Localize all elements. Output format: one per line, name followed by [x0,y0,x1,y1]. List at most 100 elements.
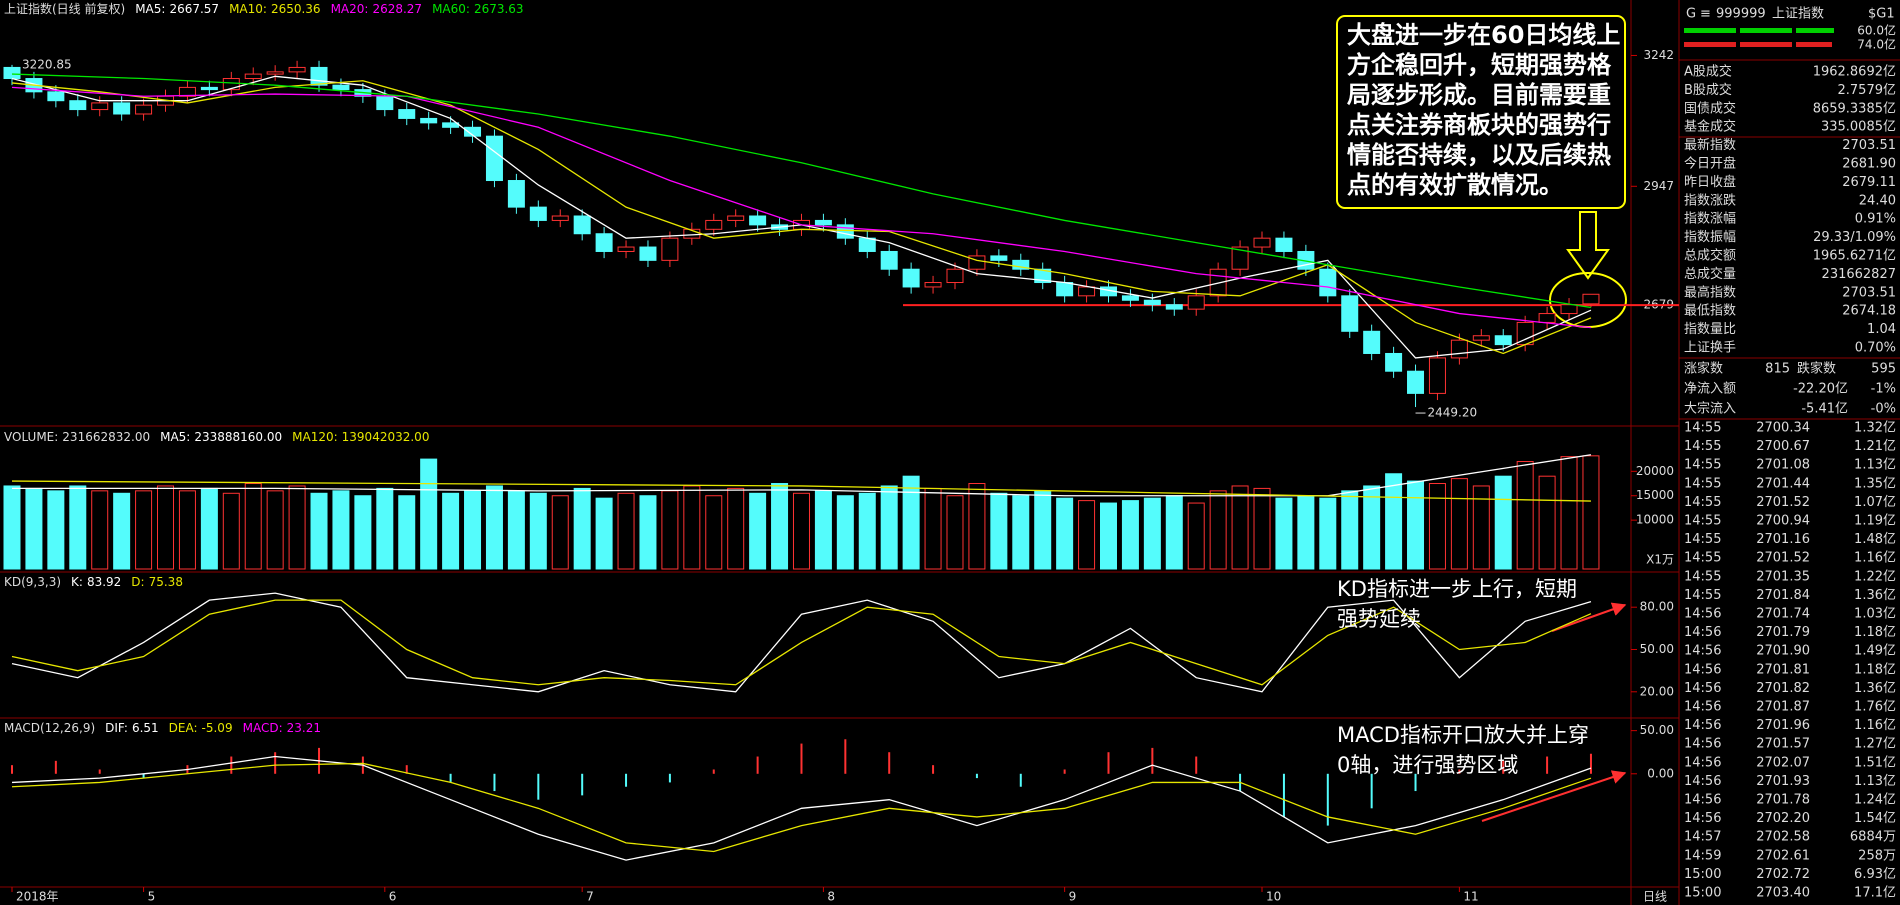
volume-bar [69,485,87,570]
header-item: 上证指数(日线 前复权) [4,1,125,16]
quote-cell: 今日开盘 [1684,156,1736,172]
quote-cell: 跌家数 [1797,361,1836,377]
y-tick-label: 50.00 [1640,723,1674,737]
candle-body [178,86,196,97]
volume-bar [1231,485,1249,570]
kd-arrow [1551,602,1627,632]
candle-body [1275,237,1293,252]
low-label: 2449.20 [1428,406,1478,420]
trade-cell: 15:00 [1684,867,1721,882]
candle-body [1472,335,1490,341]
volume-bar [1034,490,1052,570]
quote-cell: 最低指数 [1684,304,1736,319]
x-tick-label: 2018年 [16,890,59,904]
annotation-text: 方企稳回升，短期强势格 [1347,51,1612,79]
trade-cell: 6.93亿 [1854,867,1896,882]
volume-bar [200,487,218,570]
header-item: MA20: [331,2,369,16]
panel-header: VOLUME: 231662832.00 MA5: 233888160.00 MA120… [4,430,429,444]
unit-label: X1万 [1646,553,1674,567]
volume-bar [1428,483,1446,570]
candle-body [617,246,635,252]
volume-bar [727,487,745,570]
volume-bar [749,492,767,570]
candle-body [1385,352,1403,372]
volume-bar [1363,485,1381,570]
trade-cell: 1.16亿 [1854,551,1896,566]
candle-body [1538,313,1556,323]
header-item: MACD: [243,721,283,735]
volume-bar [902,475,920,570]
trade-cell: 17.1亿 [1854,886,1896,901]
quote-cell: 0.91% [1855,212,1896,227]
volume-bar [1253,487,1271,570]
volume-bar [946,495,964,570]
volume-bar [222,492,240,570]
trade-cell: 1.07亿 [1854,495,1896,510]
header-item: 2650.36 [271,2,321,16]
volume-bar [442,492,460,570]
candle-body [1319,268,1337,297]
quote-cell: 基金成交 [1684,119,1736,135]
candle-body [1428,357,1446,394]
quote-cell: 上证换手 [1684,341,1736,356]
quote-cell: 最高指数 [1684,284,1736,300]
quote-cell: -22.20亿 [1793,382,1848,397]
volume-bar [1494,475,1512,570]
annotation-text: 大盘进一步在60日均线上 [1347,21,1620,49]
volume-bar [1012,495,1030,570]
candle-body [332,84,350,91]
annotation-text: 强势延续 [1337,607,1421,631]
x-tick-label: 9 [1069,890,1077,904]
candle-body [1407,370,1425,394]
header-item: 83.92 [87,575,121,589]
header-item: MA60: [432,2,470,16]
volume-bar [1100,502,1117,570]
volume-bar [924,487,942,570]
volume-bar [639,495,657,570]
trade-cell: 14:59 [1684,848,1721,863]
quote-cell: 国债成交 [1684,100,1736,116]
quote-cell: -1% [1871,382,1896,397]
header-item: 233888160.00 [194,430,282,444]
candle-body [266,71,284,75]
candle-body [376,95,394,111]
quote-cell: 大宗流入 [1684,401,1736,417]
candle-body [880,250,898,270]
trade-cell: 1.22亿 [1854,569,1896,584]
quote-cell: A股成交 [1684,64,1732,80]
trade-cell: 14:56 [1684,718,1721,733]
trade-cell: 2702.61 [1756,848,1810,863]
annotation-text: 0轴，进行强势区域 [1337,753,1518,777]
quote-cell: -5.41亿 [1801,402,1848,417]
candle-body [464,126,482,137]
trade-cell: 2700.67 [1756,439,1810,454]
candle-body [1078,286,1096,297]
trade-cell: 14:56 [1684,755,1721,770]
volume-bar [595,497,613,570]
trade-cell: 2703.40 [1756,886,1810,901]
header-item: 231662832.00 [62,430,150,444]
trade-cell: 14:56 [1684,662,1721,677]
volume-bar [1341,490,1359,570]
quote-header: $G1 [1868,7,1895,22]
candle-body [946,268,964,284]
candle-body [288,66,306,73]
trade-cell: 2701.82 [1756,681,1810,696]
candle-body [1582,293,1600,305]
trade-cell: 14:55 [1684,551,1721,566]
trade-cell: 1.35亿 [1854,476,1896,491]
volume-bar [1538,475,1556,570]
quote-cell: 1.04 [1867,322,1896,337]
candle-body [595,233,613,252]
candle-body [1143,299,1161,306]
candle-body [1450,339,1468,359]
trade-cell: 2701.57 [1756,737,1810,752]
trade-cell: 1.24亿 [1854,793,1896,808]
trade-cell: 1.18亿 [1854,625,1896,640]
volume-bar [990,492,1008,570]
quote-cell: 净流入额 [1684,382,1736,397]
candle-body [485,135,503,182]
